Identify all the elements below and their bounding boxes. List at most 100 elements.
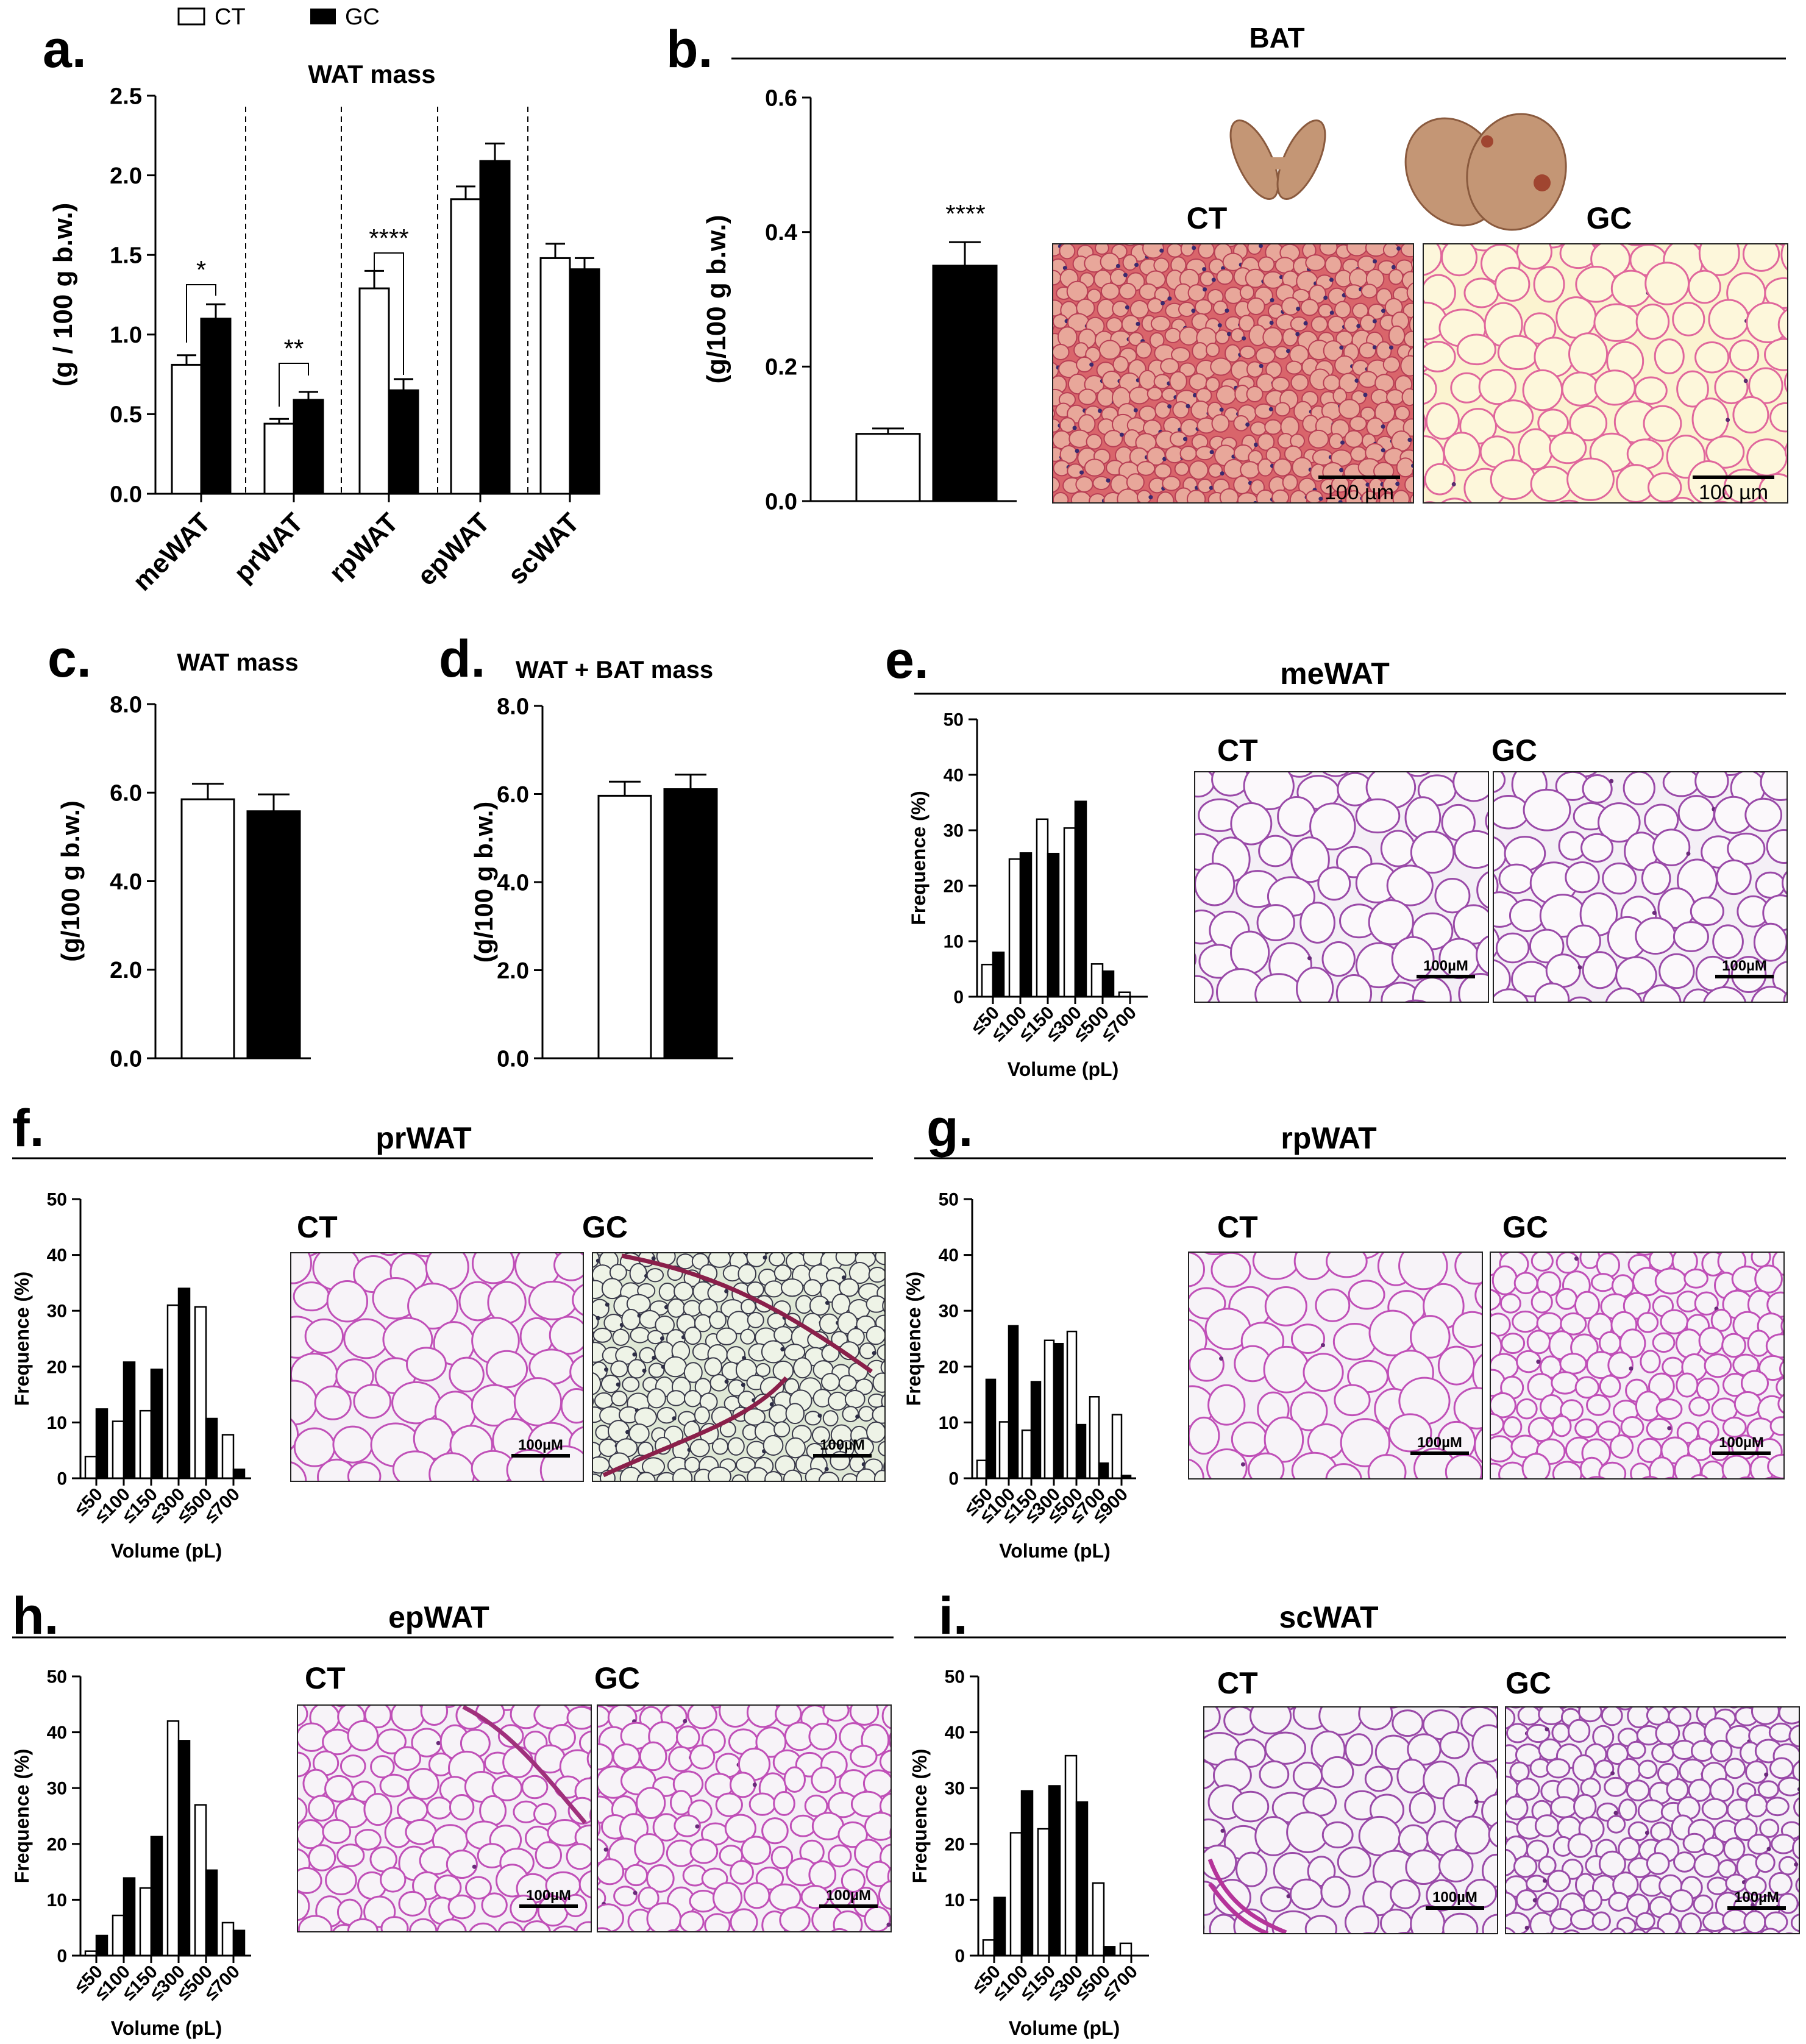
x-tick-label: epWAT	[411, 507, 496, 591]
bar-ct-rpWAT	[358, 287, 390, 495]
legend-gc-label: GC	[345, 4, 380, 30]
bar-ct-≤150	[139, 1409, 152, 1480]
bat-gc-histology: 100 µm	[1423, 243, 1788, 504]
histo-g-gc: 100µM	[1490, 1252, 1785, 1480]
bat-spot	[1481, 135, 1493, 148]
bar-ct-scWAT	[539, 257, 571, 495]
bat-gc-gross-photo	[1404, 113, 1567, 231]
x-axis-label: Volume (pL)	[111, 1540, 222, 1562]
bar-gc-≤150	[1047, 852, 1060, 998]
panel-letter-b: b.	[666, 20, 713, 79]
bar-gc-≤50	[985, 1378, 997, 1480]
bat-lobe	[1276, 119, 1326, 201]
bat-lobe	[1229, 119, 1279, 201]
bar-ct-single	[180, 798, 235, 1059]
histo-i-gc: 100µM	[1505, 1706, 1800, 1934]
y-tick-label: 10	[939, 1413, 959, 1433]
bar-gc-single	[246, 810, 301, 1059]
bar-gc-≤150	[1030, 1381, 1042, 1480]
chart-b-title: BAT	[1249, 22, 1304, 54]
y-tick-label: 40	[939, 1245, 959, 1266]
y-tick-label: 2.0	[110, 163, 142, 189]
bat-gc-label: GC	[1587, 201, 1632, 235]
significance-bracket	[186, 284, 216, 343]
bar-gc-single	[932, 265, 998, 502]
bar-gc-meWAT	[200, 318, 232, 495]
bar-gc-≤50	[95, 1408, 108, 1480]
histo-i-gc-scale-label: 100µM	[1734, 1889, 1779, 1906]
y-tick-label: 2.5	[110, 84, 142, 109]
histo-f-gc-border	[592, 1252, 886, 1482]
bar-ct-≤300	[1064, 1754, 1078, 1957]
x-axis-label: Volume (pL)	[999, 1540, 1111, 1562]
histo-g-gc-scale-label: 100µM	[1719, 1434, 1764, 1451]
histo-i-gc-label: GC	[1506, 1666, 1551, 1700]
y-axis-label: Frequence (%)	[908, 791, 930, 925]
histo-i-gc-border	[1505, 1706, 1800, 1934]
bar-gc-≤300	[177, 1740, 191, 1957]
y-axis-label: (g/100 g b.w.)	[702, 215, 731, 383]
panel-letter-i: i.	[939, 1587, 968, 1645]
bar-gc-≤700	[232, 1929, 246, 1957]
y-tick-label: 30	[47, 1779, 67, 1799]
bar-gc-≤700	[232, 1469, 246, 1480]
bar-gc-≤500	[1075, 1423, 1087, 1480]
histo-i-ct-scale-label: 100µM	[1432, 1889, 1477, 1906]
y-tick-label: 0	[57, 1946, 67, 1967]
chart-c: 0.0 2.0 4.0 6.0 8.0 (g/100 g b.w.)	[56, 692, 311, 1072]
bar-ct-≤50	[982, 1939, 995, 1957]
panel-letter-h: h.	[12, 1587, 59, 1645]
bar-ct-≤700	[1089, 1396, 1100, 1480]
y-tick-label: 40	[47, 1723, 67, 1743]
y-tick-label: 10	[47, 1413, 67, 1433]
y-tick-label: 8.0	[110, 692, 142, 718]
bar-ct-≤300	[1043, 1339, 1055, 1480]
histo-f-ct-scale-label: 100µM	[518, 1437, 563, 1453]
bar-ct-epWAT	[450, 198, 482, 495]
bar-gc-≤300	[177, 1287, 191, 1480]
bat-spot	[1534, 174, 1551, 191]
histo-f-gc: 100µM	[592, 1252, 886, 1482]
panel-letter-d: d.	[439, 630, 485, 688]
y-tick-label: 1.5	[110, 243, 142, 269]
bar-ct-≤50	[976, 1459, 987, 1480]
y-tick-label: 2.0	[497, 958, 529, 984]
panel-letter-a: a.	[43, 20, 87, 79]
bar-gc-≤300	[1074, 800, 1087, 998]
y-axis-label: Frequence (%)	[903, 1272, 925, 1406]
y-tick-label: 6.0	[497, 782, 529, 808]
y-tick-label: 30	[47, 1302, 67, 1322]
histo-h-ct: 100µM	[297, 1704, 592, 1932]
panel-letter-c: c.	[48, 630, 91, 688]
bat-gc-histology-border	[1423, 243, 1788, 504]
y-tick-label: 30	[939, 1302, 959, 1322]
histo-g-gc-label: GC	[1502, 1210, 1548, 1244]
histo-f-ct-label: CT	[297, 1210, 338, 1244]
y-tick-label: 8.0	[497, 694, 529, 719]
x-tick-label: scWAT	[502, 507, 585, 590]
histo-e-ct-border	[1194, 771, 1489, 1003]
x-axis-label: Volume (pL)	[1008, 1058, 1119, 1080]
bar-gc-≤300	[1053, 1342, 1064, 1480]
histo-g-ct: 100µM	[1188, 1252, 1483, 1480]
bat-ct-label: CT	[1187, 201, 1228, 235]
y-tick-label: 0.2	[765, 355, 797, 380]
bar-ct-≤300	[166, 1304, 180, 1480]
bar-gc-rpWAT	[388, 389, 419, 495]
bar-ct-single	[597, 794, 652, 1059]
bar-ct-≤150	[139, 1887, 152, 1957]
y-tick-label: 20	[47, 1834, 67, 1854]
bar-gc-≤50	[993, 1896, 1006, 1957]
y-tick-label: 50	[939, 1190, 959, 1210]
bar-ct-≤700	[1119, 1942, 1132, 1957]
y-tick-label: 0.4	[765, 220, 797, 246]
bar-gc-≤100	[123, 1361, 136, 1480]
significance-bracket	[279, 363, 309, 407]
bar-ct-≤100	[112, 1420, 125, 1480]
y-tick-label: 0	[953, 988, 964, 1008]
y-tick-label: 0.6	[765, 85, 797, 111]
significance-stars: ****	[369, 224, 408, 252]
legend-ct-label: CT	[215, 4, 246, 30]
histo-e-ct-scale-label: 100µM	[1423, 958, 1468, 974]
